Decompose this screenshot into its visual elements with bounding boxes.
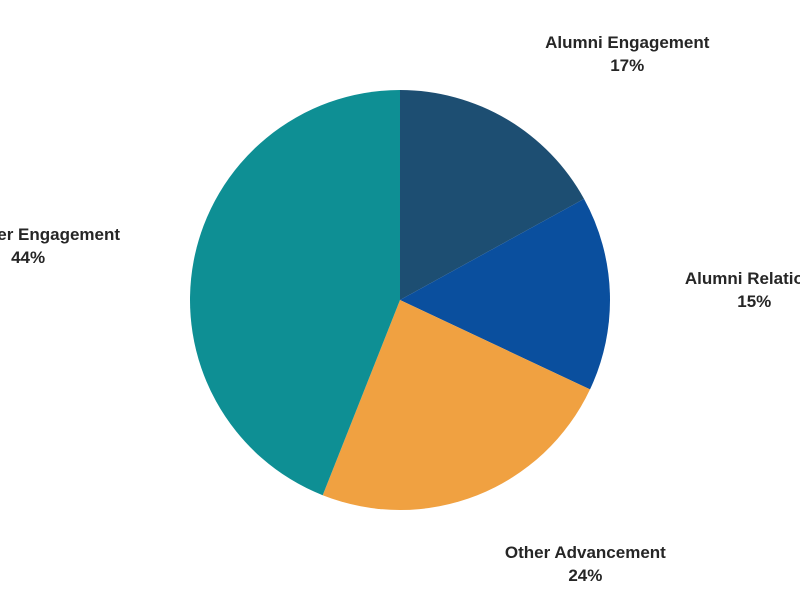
slice-label: Alumni Relations15% xyxy=(685,268,800,314)
pie-svg xyxy=(0,0,800,600)
slice-label-name: Volunteer Engagement xyxy=(0,224,120,247)
slice-label-percent: 44% xyxy=(0,247,120,270)
slice-label: Alumni Engagement17% xyxy=(545,32,709,78)
slice-label-name: Alumni Relations xyxy=(685,268,800,291)
slice-label-percent: 24% xyxy=(505,565,666,588)
slice-label-percent: 15% xyxy=(685,291,800,314)
slice-label-percent: 17% xyxy=(545,55,709,78)
slice-label: Other Advancement24% xyxy=(505,542,666,588)
slice-label-name: Other Advancement xyxy=(505,542,666,565)
slice-label: Volunteer Engagement44% xyxy=(0,224,120,270)
pie-chart: Alumni Engagement17% Alumni Relations15% O… xyxy=(0,0,800,600)
slice-label-name: Alumni Engagement xyxy=(545,32,709,55)
